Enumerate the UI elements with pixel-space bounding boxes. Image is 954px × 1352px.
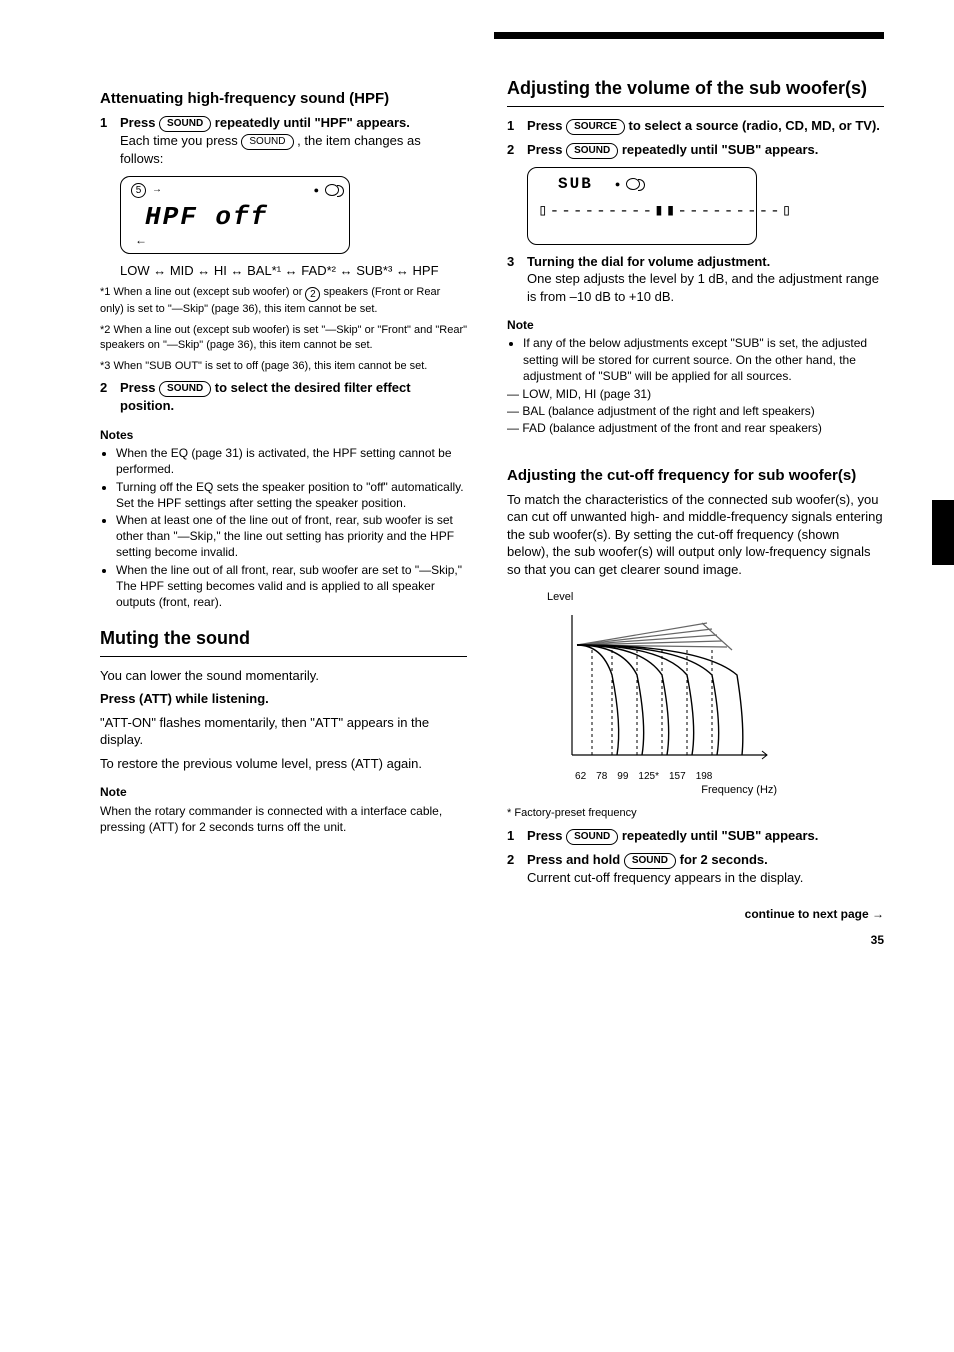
lcd-sub-label: SUB bbox=[558, 174, 593, 196]
note-item: Turning off the EQ sets the speaker posi… bbox=[116, 479, 467, 511]
hpf-heading: Attenuating high‑frequency sound (HPF) bbox=[100, 90, 467, 108]
lcd-balance-bar: ▯‑‑‑‑‑‑‑‑‑▮▮‑‑‑‑‑‑‑‑‑▯ bbox=[538, 201, 746, 223]
mute-intro: You can lower the sound momentarily. bbox=[100, 667, 467, 685]
cutoff-chart: Level bbox=[547, 590, 777, 798]
track-dot-icon: ● bbox=[314, 184, 319, 196]
hpf-step-2: 2 Press SOUND to select the desired filt… bbox=[100, 379, 467, 415]
chart-svg bbox=[547, 605, 777, 765]
rule bbox=[507, 106, 884, 107]
chart-cutoff-labels: 62 78 99 125* 157 198 bbox=[575, 770, 777, 784]
rule bbox=[100, 656, 467, 657]
lcd-main-text: HPF off bbox=[131, 200, 339, 235]
note-item: When at least one of the line out of fro… bbox=[116, 512, 467, 561]
mode-sequence: LOW ↔ MID ↔ HI ↔ BAL*¹ ↔ FAD*² ↔ SUB*³ ↔… bbox=[120, 262, 467, 280]
sound-button[interactable]: SOUND bbox=[566, 143, 618, 159]
note-item: If any of the below adjustments except "… bbox=[523, 335, 884, 384]
mute-restore: To restore the previous volume level, pr… bbox=[100, 755, 467, 773]
subwoofer-heading: Adjusting the volume of the sub woofer(s… bbox=[507, 78, 884, 100]
sub-step-2: 2 Press SOUND repeatedly until "SUB" app… bbox=[507, 141, 884, 159]
num-2-icon: 2 bbox=[305, 287, 320, 302]
sub-note: Note If any of the below adjustments exc… bbox=[507, 317, 884, 436]
mute-heading: Muting the sound bbox=[100, 628, 467, 650]
mute-note: Note When the rotary commander is connec… bbox=[100, 784, 467, 835]
footnote-3: *3 When "SUB OUT" is set to off (page 36… bbox=[100, 359, 467, 374]
cutoff-intro: To match the characteristics of the conn… bbox=[507, 491, 884, 579]
sub-step-3: 3 Turning the dial for volume adjustment… bbox=[507, 253, 884, 306]
arrow-left-icon: ← bbox=[135, 232, 147, 248]
lcd-sub: SUB ● ▯‑‑‑‑‑‑‑‑‑▮▮‑‑‑‑‑‑‑‑‑▯ bbox=[527, 167, 757, 245]
note-item: FAD (balance adjustment of the front and… bbox=[507, 420, 884, 436]
hpf-step-1: 1 Press SOUND repeatedly until "HPF" app… bbox=[100, 114, 467, 168]
cutoff-step-1: 1 Press SOUND repeatedly until "SUB" app… bbox=[507, 827, 884, 845]
sound-button[interactable]: SOUND bbox=[159, 116, 211, 132]
mute-step: Press (ATT) while listening. bbox=[100, 691, 269, 706]
mute-desc: "ATT-ON" flashes momentarily, then "ATT"… bbox=[100, 714, 467, 749]
track-dot-icon: ● bbox=[615, 178, 620, 190]
right-column: Adjusting the volume of the sub woofer(s… bbox=[507, 60, 884, 948]
note-item: When the line out of all front, rear, su… bbox=[116, 562, 467, 611]
num-5-icon: 5 bbox=[131, 183, 146, 198]
sound-button[interactable]: SOUND bbox=[624, 853, 676, 869]
note-item: When the EQ (page 31) is activated, the … bbox=[116, 445, 467, 477]
cutoff-heading: Adjusting the cut-off frequency for sub … bbox=[507, 467, 884, 485]
chart-ylabel: Level bbox=[547, 590, 777, 605]
disc-icon bbox=[626, 178, 640, 190]
chart-footnote: * Factory‑preset frequency bbox=[507, 806, 884, 821]
sound-button[interactable]: SOUND bbox=[241, 134, 293, 150]
note-item: BAL (balance adjustment of the right and… bbox=[507, 403, 884, 419]
page-number: 35 bbox=[871, 933, 884, 947]
disc-icon bbox=[325, 184, 339, 196]
footnote-2: *2 When a line out (except sub woofer) i… bbox=[100, 323, 467, 353]
footnote-1: *1 When a line out (except sub woofer) o… bbox=[100, 285, 467, 317]
hpf-notes: Notes When the EQ (page 31) is activated… bbox=[100, 427, 467, 610]
continue-indicator: continue to next page → bbox=[745, 906, 884, 922]
sub-step-1: 1 Press SOURCE to select a source (radio… bbox=[507, 117, 884, 135]
sound-button[interactable]: SOUND bbox=[159, 381, 211, 397]
sound-button[interactable]: SOUND bbox=[566, 829, 618, 845]
arrow-right-icon: → bbox=[152, 183, 162, 197]
side-tab bbox=[932, 500, 954, 565]
header-rule bbox=[494, 32, 884, 39]
cutoff-step-2: 2 Press and hold SOUND for 2 seconds. Cu… bbox=[507, 851, 884, 887]
chart-xlabel: Frequency (Hz) bbox=[547, 783, 777, 798]
left-column: Attenuating high‑frequency sound (HPF) 1… bbox=[100, 60, 467, 948]
lcd-hpf: 5 → ● HPF off ← bbox=[120, 176, 350, 254]
source-button[interactable]: SOURCE bbox=[566, 119, 625, 135]
note-item: LOW, MID, HI (page 31) bbox=[507, 386, 884, 402]
